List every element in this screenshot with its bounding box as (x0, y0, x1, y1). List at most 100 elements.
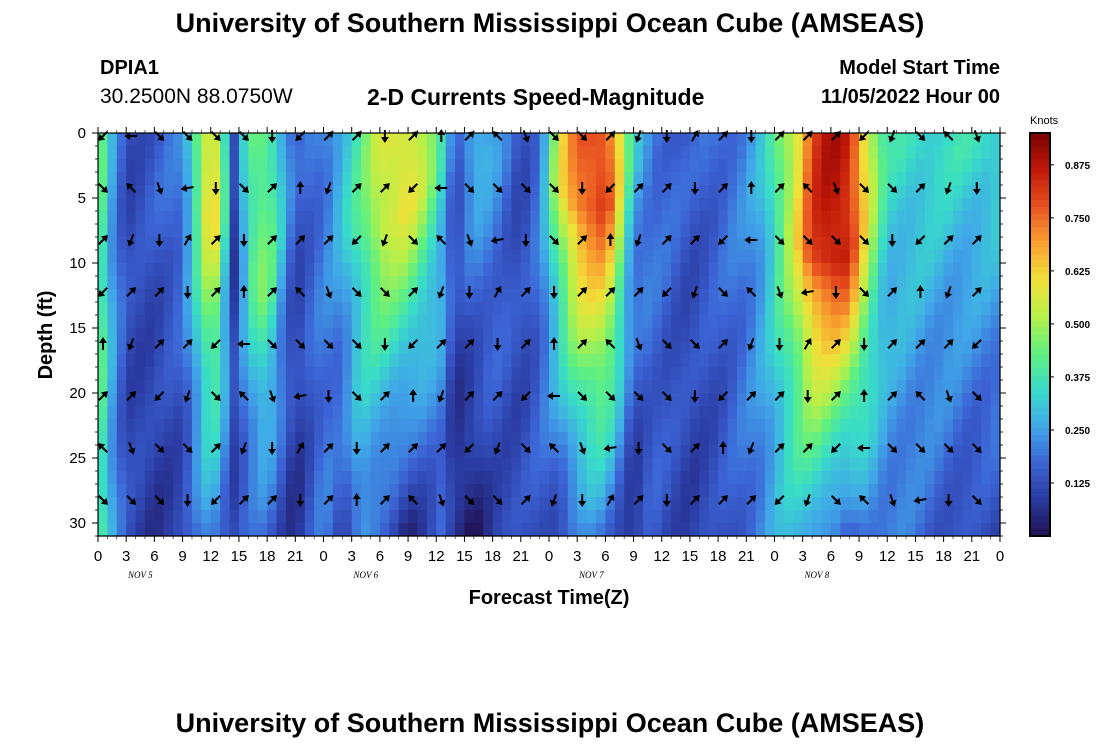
heatmap-cell (774, 315, 785, 329)
heatmap-cell (605, 211, 616, 225)
heatmap-cell (276, 432, 287, 446)
heatmap-cell (906, 484, 917, 498)
heatmap-cell (154, 471, 165, 485)
heatmap-cell (727, 445, 738, 459)
current-arrow (718, 339, 729, 349)
heatmap-cell (953, 406, 964, 420)
x-tick-label: 0 (319, 548, 327, 565)
colorbar-segment (1030, 341, 1050, 349)
heatmap-cell (549, 523, 559, 537)
heatmap-cell (840, 341, 851, 355)
heatmap-cell (671, 237, 682, 251)
heatmap-cell (455, 315, 466, 329)
heatmap-cell (708, 406, 719, 420)
heatmap-cell (877, 315, 888, 329)
heatmap-cell (126, 432, 137, 446)
heatmap-cell (586, 302, 597, 316)
heatmap-cell (567, 211, 578, 225)
heatmap-cell (107, 146, 118, 160)
heatmap-cell (473, 406, 484, 420)
heatmap-cell (539, 393, 550, 407)
heatmap-cell (689, 224, 700, 238)
heatmap-cell (981, 380, 992, 394)
heatmap-cell (549, 250, 559, 264)
heatmap-cell (361, 484, 372, 498)
current-arrow (916, 285, 925, 298)
heatmap-cell (736, 380, 747, 394)
current-arrow (775, 338, 784, 351)
heatmap-cell (445, 211, 456, 225)
heatmap-cell (492, 419, 503, 433)
heatmap-cell (351, 185, 362, 199)
heatmap-cell (802, 172, 813, 186)
heatmap-cell (680, 146, 691, 160)
heatmap-cell (417, 237, 428, 251)
heatmap-cell (173, 159, 184, 173)
heatmap-cell (502, 198, 513, 212)
heatmap-cell (953, 289, 964, 303)
heatmap-cell (971, 263, 982, 277)
heatmap-cell (210, 484, 221, 498)
heatmap-cell (220, 484, 231, 498)
heatmap-cell (201, 289, 212, 303)
heatmap-cell (248, 393, 259, 407)
heatmap-cell (605, 263, 616, 277)
heatmap-cell (567, 237, 578, 251)
heatmap-cell (727, 497, 738, 511)
heatmap-cell (793, 367, 804, 381)
heatmap-cell (530, 159, 541, 173)
heatmap-cell (379, 198, 390, 212)
heatmap-cell (605, 523, 616, 537)
current-arrow (973, 130, 981, 143)
heatmap-cell (351, 250, 362, 264)
heatmap-cell (257, 224, 268, 238)
heatmap-cell (718, 523, 729, 537)
current-arrow (325, 286, 333, 299)
heatmap-cell (915, 484, 926, 498)
heatmap-cell (473, 471, 484, 485)
heatmap-cell (295, 445, 306, 459)
heatmap-cell (699, 523, 710, 537)
heatmap-cell (868, 354, 879, 368)
heatmap-cell (370, 250, 381, 264)
heatmap-cell (877, 211, 888, 225)
heatmap-cell (473, 419, 484, 433)
heatmap-cell (868, 380, 879, 394)
heatmap-cell (304, 185, 315, 199)
heatmap-cell (746, 523, 757, 537)
heatmap-cell (840, 198, 851, 212)
heatmap-cell (267, 276, 278, 290)
heatmap-cell (765, 341, 776, 355)
heatmap-cell (577, 328, 588, 342)
heatmap-cell (812, 211, 823, 225)
heatmap-cell (135, 354, 146, 368)
current-arrow (98, 443, 108, 453)
heatmap-cell (727, 354, 738, 368)
heatmap-cell (323, 263, 334, 277)
heatmap-cell (135, 172, 146, 186)
heatmap-cell (624, 445, 635, 459)
current-arrow (520, 391, 531, 401)
heatmap-cell (229, 510, 240, 524)
heatmap-cell (934, 432, 945, 446)
heatmap-cell (765, 146, 776, 160)
heatmap-cell (567, 432, 578, 446)
heatmap-cell (332, 380, 343, 394)
current-arrow (268, 130, 277, 143)
heatmap-cell (285, 445, 296, 459)
heatmap-cell (389, 263, 400, 277)
heatmap-cell (971, 419, 982, 433)
heatmap-cell (605, 341, 616, 355)
heatmap-cell (840, 185, 851, 199)
heatmap-cell (981, 484, 992, 498)
heatmap-cell (859, 432, 870, 446)
heatmap-cell (285, 497, 296, 511)
heatmap-cell (154, 458, 165, 472)
heatmap-cell (98, 380, 108, 394)
heatmap-cell (144, 302, 155, 316)
heatmap-cell (840, 133, 851, 147)
heatmap-cell (793, 250, 804, 264)
current-arrow (522, 130, 530, 143)
heatmap-cell (689, 484, 700, 498)
heatmap-cell (906, 419, 917, 433)
